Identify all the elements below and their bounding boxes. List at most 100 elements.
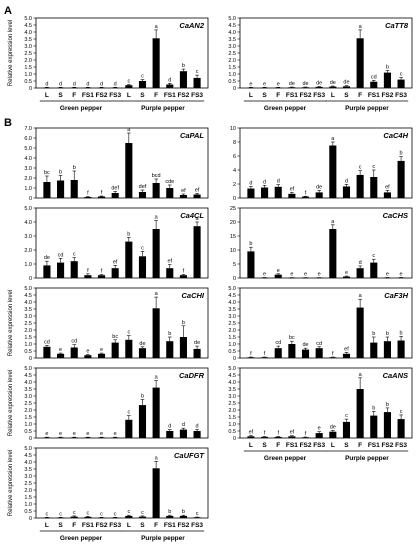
y-tick-label: 4.0 — [24, 300, 32, 306]
significance-letter: ef — [385, 184, 390, 190]
significance-letter: e — [249, 81, 252, 87]
bar — [57, 180, 65, 198]
chart-cachi: CaCHI 00.51.01.52.02.53.03.54.04.55.0 Rela… — [8, 286, 209, 362]
bar — [57, 87, 65, 89]
bar — [166, 341, 174, 358]
bar — [125, 85, 133, 88]
bar — [383, 412, 391, 438]
x-tick-label: FS3 — [313, 442, 325, 449]
significance-letter: e — [304, 272, 307, 278]
bar — [329, 431, 337, 438]
y-tick-label: 0.5 — [228, 349, 236, 355]
significance-letter: c — [372, 253, 375, 259]
significance-letter: c — [73, 510, 76, 516]
plot-frame — [239, 207, 413, 279]
significance-letter: c — [400, 72, 403, 78]
significance-letter: b — [249, 241, 252, 247]
bar — [274, 348, 282, 358]
significance-letter: def — [111, 186, 119, 192]
bar — [166, 515, 174, 518]
y-tick-label: 0.5 — [228, 79, 236, 85]
bar — [138, 516, 147, 518]
y-tick-label: 2.5 — [24, 51, 32, 57]
y-tick-label: 10 — [230, 126, 236, 132]
y-tick-label: 3.5 — [24, 467, 32, 473]
significance-letter: bcd — [152, 173, 161, 179]
significance-letter: b — [73, 165, 76, 171]
significance-letter: b — [182, 63, 185, 69]
bar — [111, 193, 119, 198]
significance-letter: cd — [58, 252, 64, 258]
significance-letter: cde — [165, 179, 174, 185]
significance-letter: ef — [195, 188, 200, 194]
bar — [370, 177, 378, 198]
y-tick-label: 2.0 — [228, 328, 236, 334]
significance-letter: b — [141, 394, 144, 400]
bar — [138, 81, 147, 88]
bar — [84, 437, 92, 439]
y-tick-label: 5.0 — [24, 16, 32, 22]
y-tick-label: 5.0 — [24, 446, 32, 452]
bar — [138, 405, 147, 438]
y-tick-label: 0 — [29, 436, 32, 442]
bar — [193, 431, 201, 438]
y-tick-label: 1.0 — [228, 422, 236, 428]
bar — [57, 353, 65, 358]
bar — [179, 337, 187, 358]
significance-letter: e — [290, 272, 293, 278]
bar — [397, 340, 405, 358]
bar — [342, 421, 351, 438]
y-tick-label: 0.5 — [228, 429, 236, 435]
bar — [166, 268, 174, 278]
significance-letter: c — [59, 511, 62, 517]
bar — [70, 437, 78, 439]
y-tick-label: 4.0 — [228, 30, 236, 36]
significance-letter: a — [359, 24, 363, 30]
significance-letter: c — [127, 509, 130, 515]
x-tick-label: FS1 — [368, 92, 380, 99]
bar — [138, 192, 147, 198]
bar — [193, 194, 201, 198]
significance-letter: bc — [44, 170, 50, 176]
significance-letter: f — [101, 269, 103, 275]
significance-letter: b — [400, 330, 403, 336]
significance-letter: a — [127, 127, 131, 133]
x-tick-label: F — [154, 522, 158, 529]
bar — [152, 38, 160, 88]
significance-letter: c — [196, 69, 199, 75]
bar — [111, 87, 119, 89]
significance-letter: e — [100, 347, 103, 353]
significance-letter: e — [263, 81, 266, 87]
x-tick-label: S — [262, 442, 267, 449]
y-tick-label: 1.0 — [228, 72, 236, 78]
y-tick-label: 1.0 — [228, 342, 236, 348]
y-tick-label: 1.5 — [24, 415, 32, 421]
y-tick-label: 4.0 — [228, 300, 236, 306]
significance-letter: f — [87, 191, 89, 197]
chart-catt8: CaTT800.51.01.52.02.53.03.54.04.55.0eLeS… — [228, 16, 413, 112]
significance-letter: de — [139, 341, 145, 347]
bar — [193, 77, 201, 88]
y-tick-label: 3.0 — [24, 44, 32, 50]
y-tick-label: 2.5 — [24, 321, 32, 327]
bar — [315, 86, 323, 88]
y-tick-label: 2.0 — [228, 408, 236, 414]
bar — [274, 436, 282, 438]
chart-title: CaDFR — [179, 371, 205, 380]
bar — [370, 81, 378, 88]
bar — [70, 261, 78, 278]
y-tick-label: 3.5 — [228, 307, 236, 313]
bar — [152, 308, 160, 358]
x-tick-label: FS1 — [164, 92, 176, 99]
significance-letter: e — [345, 270, 348, 276]
significance-letter: c — [127, 330, 130, 336]
y-tick-label: 3.0 — [24, 394, 32, 400]
chart-cachs: CaCHS 0 5 10 15 20 25 b e e e e e a e d c e e — [230, 206, 413, 282]
significance-letter: c — [127, 79, 130, 85]
significance-letter: a — [155, 455, 159, 461]
bar — [179, 515, 187, 518]
significance-letter: c — [141, 74, 144, 80]
y-tick-label: 2.0 — [24, 408, 32, 414]
y-tick-label: 2.5 — [24, 481, 32, 487]
significance-letter: c — [127, 410, 130, 416]
